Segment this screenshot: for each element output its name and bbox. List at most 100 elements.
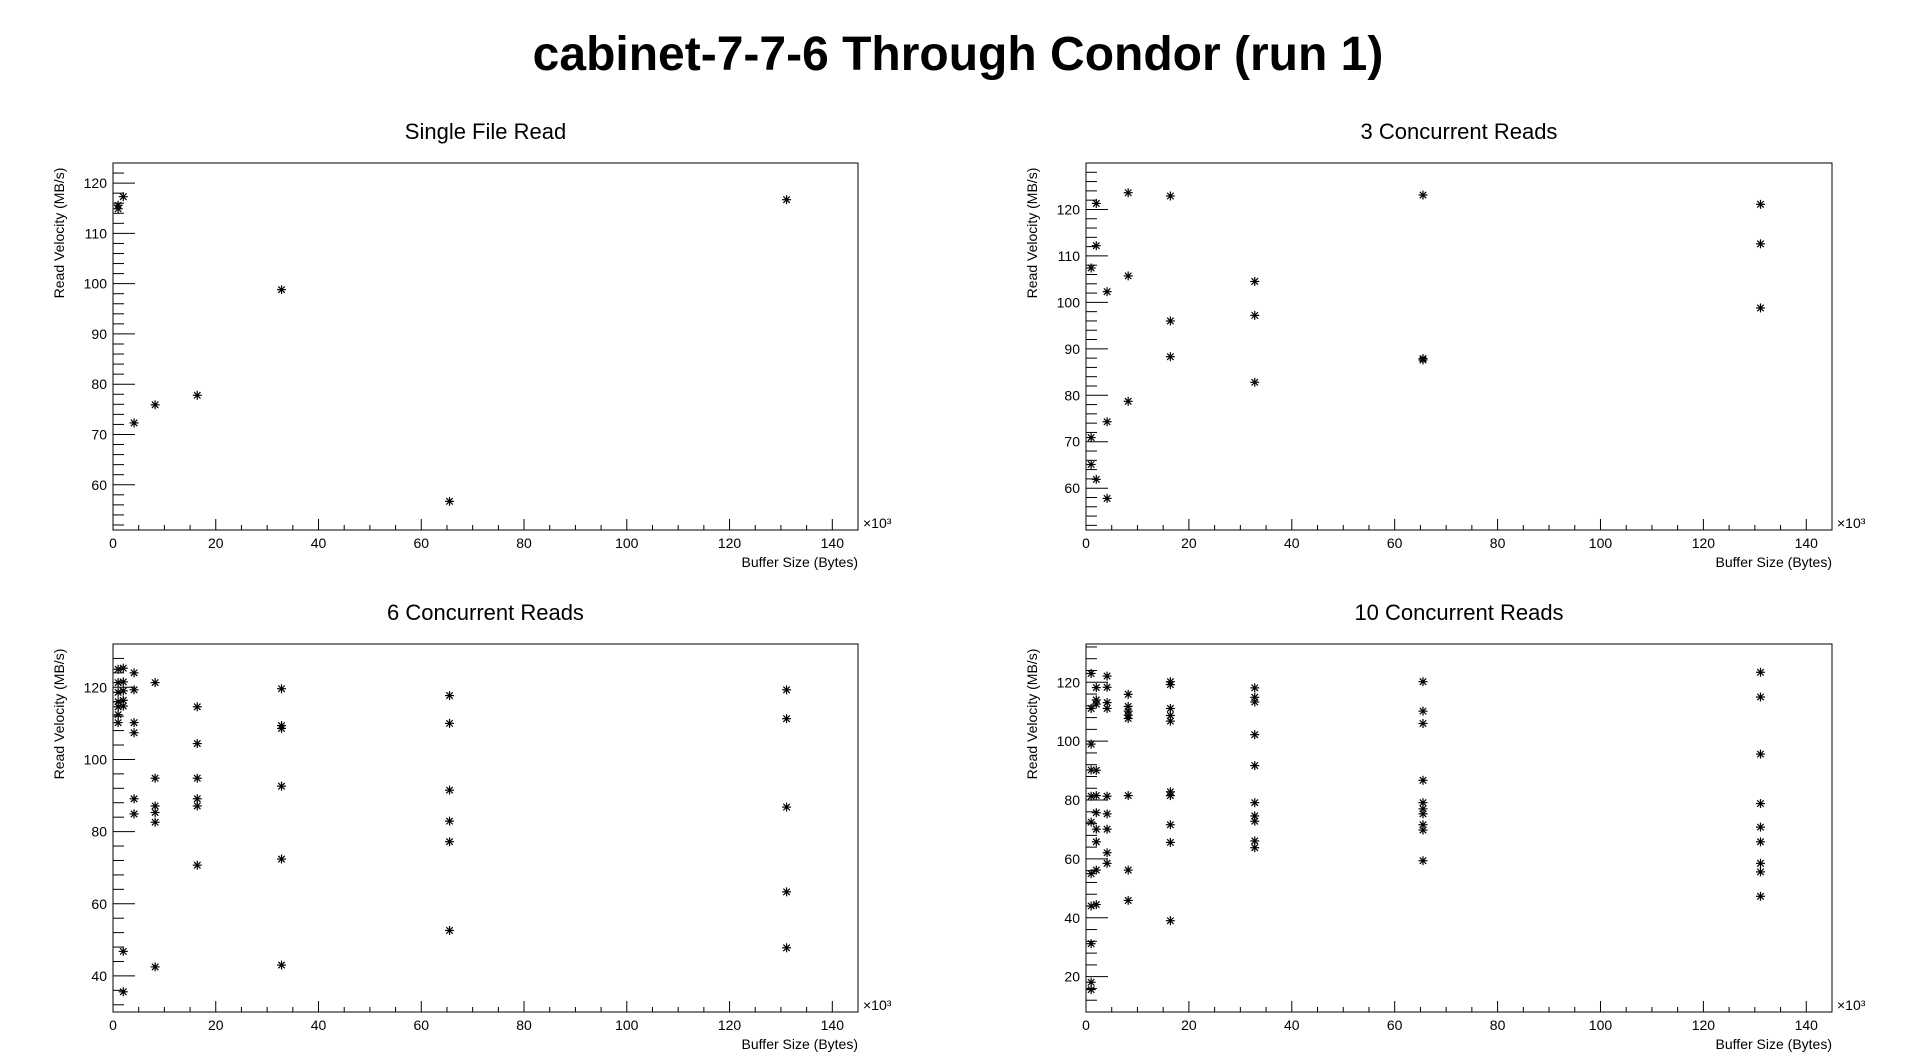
y-tick-label: 100	[1057, 733, 1081, 749]
data-point	[1418, 706, 1428, 716]
data-point	[1086, 433, 1096, 443]
y-tick-label: 60	[91, 896, 107, 912]
y-tick-label: 100	[84, 751, 108, 767]
data-point	[1086, 459, 1096, 469]
data-point	[1086, 668, 1096, 678]
data-point	[1091, 808, 1101, 818]
x-tick-label: 80	[516, 535, 532, 551]
x-tick-label: 100	[1589, 1017, 1613, 1033]
data-point	[1250, 377, 1260, 387]
data-point	[1755, 199, 1765, 209]
panel-title: Single File Read	[405, 119, 566, 144]
data-point	[1123, 689, 1133, 699]
data-point	[782, 943, 792, 953]
y-axis-label: Read Velocity (MB/s)	[51, 649, 67, 780]
panel-title: 3 Concurrent Reads	[1361, 119, 1558, 144]
data-point	[118, 663, 128, 673]
y-tick-label: 60	[1064, 851, 1080, 867]
x-tick-label: 80	[1490, 1017, 1506, 1033]
data-point	[113, 200, 123, 210]
data-point	[1123, 271, 1133, 281]
data-point	[1250, 843, 1260, 853]
x-tick-label: 20	[1181, 535, 1197, 551]
y-axis-label: Read Velocity (MB/s)	[1024, 168, 1040, 299]
x-tick-label: 60	[1387, 535, 1403, 551]
x-axis-label: Buffer Size (Bytes)	[1716, 554, 1832, 570]
data-point	[445, 925, 455, 935]
data-point	[1250, 276, 1260, 286]
data-point	[1165, 680, 1175, 690]
y-tick-label: 120	[1057, 201, 1081, 217]
data-point	[1123, 396, 1133, 406]
data-point	[1418, 355, 1428, 365]
data-point	[1102, 493, 1112, 503]
chart-panel-4: 10 Concurrent Reads 0 20 40 60 80 100 120 140 20 4…	[1024, 600, 1866, 1052]
data-point	[1755, 239, 1765, 249]
data-point	[1102, 791, 1112, 801]
data-point	[192, 390, 202, 400]
y-tick-label: 90	[1064, 341, 1080, 357]
x-tick-label: 60	[1387, 1017, 1403, 1033]
y-tick-label: 70	[1064, 434, 1080, 450]
panel-title: 10 Concurrent Reads	[1354, 600, 1563, 625]
data-point	[150, 773, 160, 783]
data-point	[1418, 856, 1428, 866]
y-tick-label: 40	[91, 968, 107, 984]
data-point	[1091, 900, 1101, 910]
y-tick-label: 100	[84, 276, 108, 292]
data-point	[1091, 474, 1101, 484]
data-point	[1165, 791, 1175, 801]
x-tick-label: 120	[1692, 535, 1716, 551]
data-point	[1102, 671, 1112, 681]
data-point	[1755, 303, 1765, 313]
data-point	[1086, 869, 1096, 879]
x-tick-label: 0	[109, 535, 117, 551]
data-point	[118, 686, 128, 696]
data-point	[118, 946, 128, 956]
y-axis-label: Read Velocity (MB/s)	[1024, 649, 1040, 780]
data-point	[129, 418, 139, 428]
data-point	[192, 739, 202, 749]
data-point	[1091, 198, 1101, 208]
data-point	[1250, 761, 1260, 771]
data-point	[150, 817, 160, 827]
x-tick-label: 140	[1795, 1017, 1819, 1033]
data-point	[129, 685, 139, 695]
data-point	[445, 691, 455, 701]
data-point	[1755, 891, 1765, 901]
panel-title: 6 Concurrent Reads	[387, 600, 584, 625]
x-tick-label: 80	[516, 1017, 532, 1033]
data-point	[1165, 352, 1175, 362]
data-point	[1091, 683, 1101, 693]
chart-panel-1: Single File Read 0 20 40 60 80 100 120 140 60 70 80…	[51, 119, 892, 570]
x-tick-label: 20	[208, 1017, 224, 1033]
data-point	[1165, 837, 1175, 847]
data-point	[192, 860, 202, 870]
data-point	[118, 192, 128, 202]
data-point	[445, 816, 455, 826]
data-point	[129, 794, 139, 804]
x-tick-label: 100	[615, 1017, 639, 1033]
x-tick-label: 0	[1082, 1017, 1090, 1033]
data-point	[192, 702, 202, 712]
x-axis-label: Buffer Size (Bytes)	[742, 554, 858, 570]
data-point	[1091, 699, 1101, 709]
data-point	[129, 728, 139, 738]
data-point	[445, 837, 455, 847]
x-tick-label: 100	[615, 535, 639, 551]
data-point	[782, 714, 792, 724]
x-axis-multiplier: ×10³	[863, 515, 892, 531]
plot-frame	[112, 643, 859, 1013]
data-point	[118, 701, 128, 711]
data-point	[1250, 697, 1260, 707]
y-tick-label: 110	[1058, 248, 1081, 264]
data-point	[113, 710, 123, 720]
data-point	[1086, 739, 1096, 749]
x-tick-label: 40	[311, 1017, 327, 1033]
y-tick-label: 80	[1064, 792, 1080, 808]
x-tick-label: 60	[413, 1017, 429, 1033]
data-point	[118, 987, 128, 997]
x-tick-label: 40	[311, 535, 327, 551]
data-point	[129, 809, 139, 819]
data-point	[1755, 837, 1765, 847]
